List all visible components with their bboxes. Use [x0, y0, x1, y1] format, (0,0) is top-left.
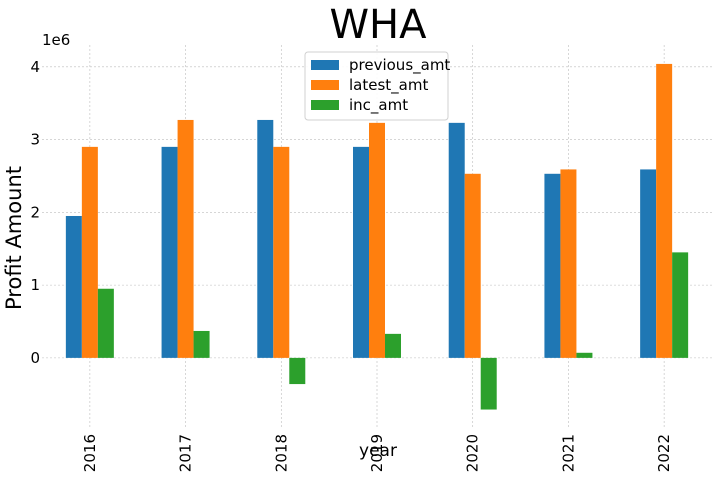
x-tick-label: 2019 [368, 434, 386, 472]
y-axis-label: Profit Amount [2, 166, 26, 310]
bar-latest_amt-2021 [560, 169, 577, 358]
x-axis-label: year [359, 441, 397, 461]
legend-frame [304, 51, 449, 121]
x-tick-label: 2022 [655, 434, 673, 472]
bar-latest_amt-2019 [369, 122, 385, 358]
bar-previous_amt-2018 [257, 119, 274, 358]
bar-inc_amt-2020 [480, 357, 497, 410]
bar-inc_amt-2017 [193, 330, 210, 358]
bar-latest_amt-2022 [656, 63, 673, 358]
bar-latest_amt-2017 [177, 119, 194, 358]
y-tick-label: 0 [30, 349, 40, 367]
bar-inc_amt-2022 [672, 252, 689, 358]
legend-label-latest_amt: latest_amt [349, 76, 428, 95]
legend-label-inc_amt: inc_amt [349, 96, 408, 115]
chart-title: WHA [330, 2, 428, 48]
y-tick-label: 4 [30, 58, 40, 76]
bar-inc_amt-2018 [289, 357, 306, 385]
x-tick-label: 2020 [464, 434, 482, 472]
bar-previous_amt-2020 [448, 122, 465, 358]
bar-previous_amt-2019 [353, 146, 369, 358]
bar-latest_amt-2018 [273, 146, 290, 358]
bar-previous_amt-2021 [544, 173, 561, 358]
bar-inc_amt-2016 [97, 288, 114, 358]
y-tick-labels: 0 1 2 3 4 [30, 58, 40, 367]
x-tick-label: 2018 [272, 434, 290, 472]
y-tick-label: 2 [30, 203, 40, 221]
x-tick-label: 2021 [559, 434, 577, 472]
y-tick-label: 3 [30, 131, 40, 149]
bar-latest_amt-2016 [81, 146, 98, 358]
bar-inc_amt-2019 [385, 333, 401, 358]
x-tick-label: 2017 [177, 434, 195, 472]
y-offset-label: 1e6 [42, 31, 70, 49]
legend-swatch-inc_amt [311, 100, 339, 110]
bar-previous_amt-2022 [640, 169, 657, 358]
bar-latest_amt-2020 [464, 173, 481, 358]
bar-previous_amt-2017 [161, 146, 178, 358]
legend-swatch-latest_amt [311, 80, 339, 90]
bars [65, 63, 689, 410]
bar-inc_amt-2021 [576, 352, 593, 358]
legend-swatch-previous_amt [311, 60, 339, 70]
x-tick-labels: 2016 2017 2018 2019 2020 2021 2022 [81, 434, 673, 472]
legend-label-previous_amt: previous_amt [349, 56, 450, 75]
bar-previous_amt-2016 [65, 215, 82, 358]
y-tick-label: 1 [30, 276, 40, 294]
x-tick-label: 2016 [81, 434, 99, 472]
